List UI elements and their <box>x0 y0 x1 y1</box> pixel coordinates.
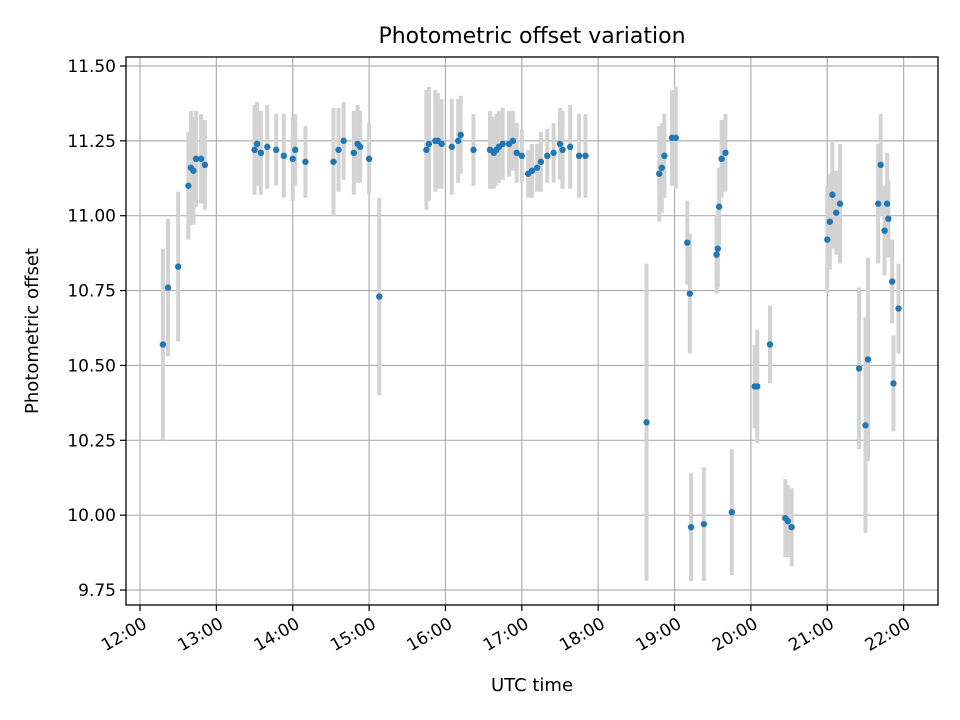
data-point <box>330 158 337 166</box>
data-point <box>658 164 666 171</box>
data-point <box>509 137 517 145</box>
data-point <box>722 149 729 157</box>
data-point <box>728 508 736 516</box>
data-point <box>826 218 834 225</box>
plot-frame <box>125 56 939 606</box>
data-point <box>556 140 564 148</box>
y-tick-label: 11.50 <box>67 57 116 77</box>
y-tick-label: 10.00 <box>67 506 116 526</box>
data-point <box>766 341 774 348</box>
data-point <box>350 149 358 157</box>
data-point <box>264 143 271 151</box>
data-point <box>185 182 192 189</box>
data-point <box>528 167 536 174</box>
data-point <box>159 341 167 348</box>
data-point <box>672 134 680 142</box>
data-point <box>888 278 896 285</box>
data-point <box>499 140 506 148</box>
data-point <box>788 523 795 531</box>
data-point <box>448 143 456 151</box>
data-point <box>376 293 383 300</box>
data-point <box>566 143 574 151</box>
data-point <box>272 146 280 154</box>
data-point <box>862 422 869 429</box>
data-point <box>425 140 433 148</box>
data-point <box>864 356 872 363</box>
data-point <box>340 137 347 145</box>
data-point <box>687 523 695 531</box>
data-point <box>582 152 589 160</box>
data-point <box>253 140 261 148</box>
data-point <box>832 209 840 216</box>
data-point <box>544 152 551 160</box>
data-point <box>302 158 309 166</box>
data-point <box>713 251 720 258</box>
data-point <box>537 158 545 166</box>
data-point <box>280 152 288 160</box>
data-point <box>518 152 526 160</box>
data-point <box>550 149 557 157</box>
data-point <box>881 227 888 234</box>
data-point <box>454 137 462 145</box>
data-point <box>365 155 373 163</box>
data-point <box>643 419 650 426</box>
x-axis-label: UTC time <box>491 675 573 696</box>
data-point <box>661 152 668 160</box>
data-point <box>292 146 299 154</box>
data-point <box>829 191 836 198</box>
data-point <box>836 200 844 207</box>
y-tick-label: 10.75 <box>67 282 116 302</box>
y-tick-label: 10.50 <box>67 356 116 376</box>
data-point <box>575 152 583 160</box>
data-point <box>257 149 265 157</box>
y-tick-label: 10.25 <box>67 431 116 451</box>
data-point <box>335 146 342 154</box>
data-point <box>457 131 464 139</box>
data-point <box>895 305 902 312</box>
data-point <box>877 161 884 169</box>
data-point <box>559 146 566 154</box>
data-point <box>754 383 761 390</box>
data-point <box>784 517 792 525</box>
data-point <box>718 155 725 163</box>
y-axis: 9.75 10.00 10.25 10.50 10.75 11.00 11.25 11.50 <box>67 57 126 601</box>
data-point <box>192 155 200 163</box>
data-point <box>251 146 258 154</box>
data-point <box>700 520 708 528</box>
data-point <box>197 155 205 163</box>
data-point <box>883 200 891 207</box>
data-point <box>684 239 691 246</box>
data-point <box>885 215 892 222</box>
data-point <box>874 200 882 207</box>
data-point <box>438 140 445 148</box>
data-point <box>656 170 663 177</box>
y-tick-label: 9.75 <box>78 581 116 601</box>
data-points <box>159 131 902 531</box>
data-point <box>855 365 863 372</box>
chart-title: Photometric offset variation <box>378 24 685 49</box>
y-tick-label: 11.00 <box>67 207 116 227</box>
data-point <box>470 146 477 154</box>
data-point <box>164 284 172 291</box>
data-point <box>201 161 209 169</box>
data-point <box>686 290 694 297</box>
data-point <box>714 245 722 252</box>
data-point <box>533 164 541 171</box>
data-point <box>423 146 430 154</box>
data-point <box>824 236 831 243</box>
data-point <box>190 167 197 174</box>
y-tick-label: 11.25 <box>67 132 116 152</box>
data-point <box>289 155 296 163</box>
data-point <box>513 149 520 157</box>
data-point <box>356 143 364 151</box>
y-axis-label: Photometric offset <box>22 248 43 414</box>
data-point <box>174 263 182 270</box>
data-point <box>890 380 897 387</box>
data-point <box>715 203 723 210</box>
